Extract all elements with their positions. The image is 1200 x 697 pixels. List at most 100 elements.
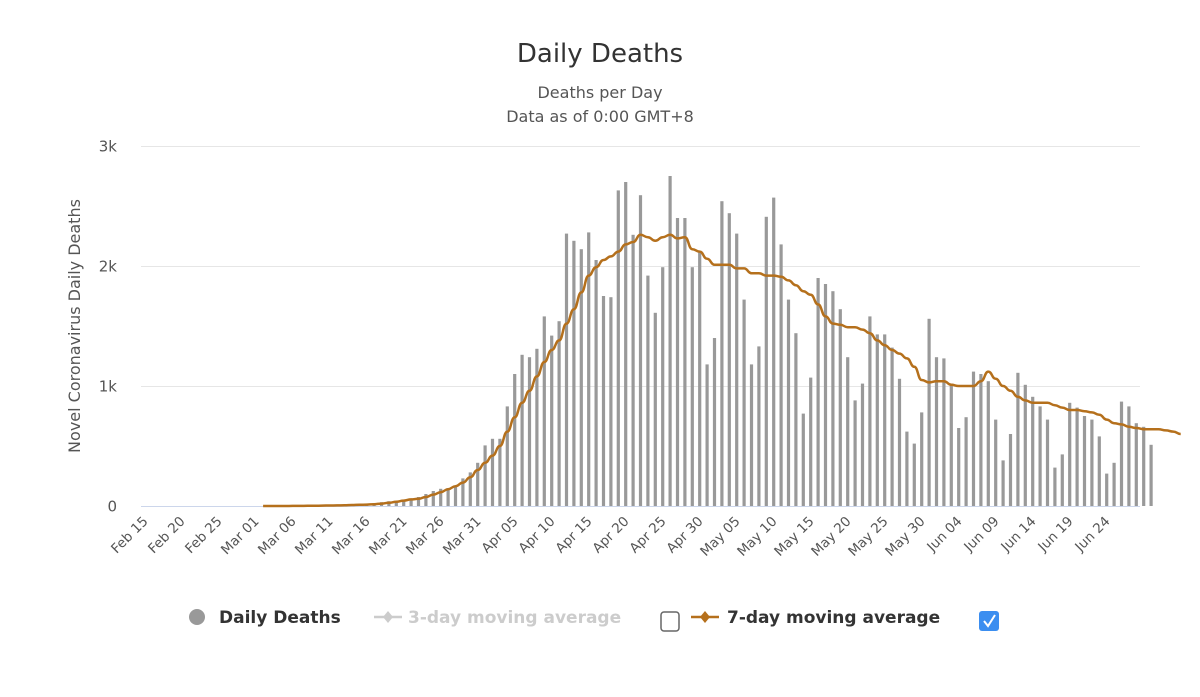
daily-deaths-bar[interactable] — [1045, 419, 1050, 506]
daily-deaths-bar[interactable] — [994, 419, 998, 506]
daily-deaths-bar[interactable] — [838, 309, 842, 506]
daily-deaths-bar[interactable] — [779, 244, 783, 506]
daily-deaths-bar[interactable] — [424, 494, 428, 506]
daily-deaths-bar[interactable] — [675, 218, 680, 506]
daily-deaths-bar[interactable] — [1068, 402, 1072, 506]
daily-deaths-bar[interactable] — [1134, 423, 1138, 506]
daily-deaths-bar[interactable] — [823, 284, 828, 506]
daily-deaths-bar[interactable] — [690, 267, 694, 506]
daily-deaths-bar[interactable] — [1008, 434, 1013, 506]
daily-deaths-bar[interactable] — [964, 417, 968, 506]
daily-deaths-bar[interactable] — [809, 377, 813, 506]
daily-deaths-bar[interactable] — [601, 296, 606, 506]
daily-deaths-bar[interactable] — [831, 291, 835, 506]
daily-deaths-bar[interactable] — [409, 499, 413, 506]
daily-deaths-bar[interactable] — [868, 316, 872, 506]
daily-deaths-bar[interactable] — [957, 428, 961, 506]
daily-deaths-bar[interactable] — [883, 334, 887, 506]
checkbox-box[interactable] — [979, 611, 999, 631]
daily-deaths-bar[interactable] — [705, 364, 709, 506]
daily-deaths-bar[interactable] — [1097, 436, 1101, 506]
daily-deaths-bar[interactable] — [461, 478, 465, 506]
daily-deaths-bar[interactable] — [542, 316, 546, 506]
daily-deaths-bar[interactable] — [1090, 419, 1094, 506]
daily-deaths-bar[interactable] — [757, 346, 761, 506]
daily-deaths-bar[interactable] — [1031, 396, 1035, 506]
daily-deaths-bar[interactable] — [557, 321, 561, 506]
daily-deaths-bar[interactable] — [860, 383, 865, 506]
daily-deaths-bar[interactable] — [735, 233, 739, 506]
daily-deaths-bar[interactable] — [624, 182, 628, 506]
daily-deaths-bar[interactable] — [579, 249, 583, 506]
daily-deaths-bar[interactable] — [786, 299, 791, 506]
daily-deaths-bar[interactable] — [927, 318, 931, 506]
daily-deaths-bar[interactable] — [764, 216, 768, 507]
daily-deaths-bar[interactable] — [1023, 384, 1027, 506]
daily-deaths-bar[interactable] — [587, 232, 591, 506]
3day-average-checkbox[interactable] — [660, 611, 680, 632]
daily-deaths-bar[interactable] — [394, 501, 398, 506]
daily-deaths-bar[interactable] — [1016, 372, 1020, 506]
daily-deaths-bar[interactable] — [453, 485, 458, 506]
legend-item-daily-deaths[interactable]: Daily Deaths — [189, 608, 341, 628]
daily-deaths-bar[interactable] — [934, 357, 939, 506]
daily-deaths-bar[interactable] — [1082, 416, 1087, 506]
daily-deaths-bar[interactable] — [1075, 407, 1079, 506]
daily-deaths-bar[interactable] — [912, 443, 916, 506]
daily-deaths-bar[interactable] — [1127, 406, 1131, 506]
daily-deaths-bar[interactable] — [527, 357, 532, 506]
daily-deaths-bar[interactable] — [468, 472, 472, 506]
daily-deaths-bar[interactable] — [727, 213, 731, 506]
daily-deaths-bar[interactable] — [513, 374, 517, 506]
daily-deaths-bar[interactable] — [853, 400, 857, 506]
daily-deaths-bar[interactable] — [520, 354, 524, 506]
daily-deaths-bar[interactable] — [505, 406, 509, 506]
daily-deaths-bar[interactable] — [638, 195, 643, 506]
daily-deaths-bar[interactable] — [476, 462, 480, 506]
daily-deaths-bar[interactable] — [498, 438, 502, 506]
daily-deaths-bar[interactable] — [979, 374, 983, 506]
daily-deaths-bar[interactable] — [1053, 467, 1057, 506]
daily-deaths-bar[interactable] — [920, 412, 924, 506]
daily-deaths-bar[interactable] — [801, 413, 805, 506]
daily-deaths-bar[interactable] — [742, 299, 746, 506]
daily-deaths-bar[interactable] — [1142, 426, 1146, 506]
daily-deaths-bar[interactable] — [772, 197, 776, 506]
daily-deaths-bar[interactable] — [1060, 454, 1064, 506]
daily-deaths-bar[interactable] — [890, 347, 894, 506]
daily-deaths-bar[interactable] — [483, 445, 487, 506]
daily-deaths-bar[interactable] — [949, 383, 953, 506]
daily-deaths-bar[interactable] — [749, 364, 754, 506]
legend-item-3day-average[interactable]: 3-day moving average — [374, 608, 621, 628]
daily-deaths-bar[interactable] — [720, 201, 724, 506]
daily-deaths-bar[interactable] — [875, 334, 879, 506]
daily-deaths-bar[interactable] — [846, 357, 850, 506]
legend-item-7day-average[interactable]: 7-day moving average — [691, 608, 940, 628]
daily-deaths-bar[interactable] — [712, 338, 717, 506]
daily-deaths-bar[interactable] — [416, 497, 421, 506]
daily-deaths-bar[interactable] — [1105, 473, 1109, 506]
daily-deaths-bar[interactable] — [594, 260, 598, 506]
daily-deaths-bar[interactable] — [490, 438, 495, 506]
daily-deaths-bar[interactable] — [550, 335, 554, 506]
daily-deaths-bar[interactable] — [402, 500, 406, 506]
daily-deaths-bar[interactable] — [446, 488, 450, 506]
7day-average-checkbox[interactable] — [979, 611, 999, 631]
daily-deaths-bar[interactable] — [1038, 406, 1042, 506]
daily-deaths-bar[interactable] — [816, 278, 820, 506]
daily-deaths-bar[interactable] — [535, 348, 539, 506]
daily-deaths-bar[interactable] — [905, 431, 909, 506]
daily-deaths-bar[interactable] — [1119, 401, 1124, 506]
daily-deaths-bar[interactable] — [1149, 444, 1153, 506]
daily-deaths-bar[interactable] — [439, 488, 443, 506]
daily-deaths-bar[interactable] — [1112, 462, 1116, 506]
daily-deaths-bar[interactable] — [897, 378, 902, 506]
daily-deaths-bar[interactable] — [683, 218, 687, 506]
daily-deaths-bar[interactable] — [698, 251, 702, 506]
daily-deaths-bar[interactable] — [1001, 460, 1005, 506]
daily-deaths-bar[interactable] — [564, 233, 569, 506]
daily-deaths-bar[interactable] — [616, 190, 620, 506]
daily-deaths-bar[interactable] — [661, 267, 665, 506]
daily-deaths-bar[interactable] — [431, 491, 435, 506]
daily-deaths-bar[interactable] — [609, 297, 613, 506]
